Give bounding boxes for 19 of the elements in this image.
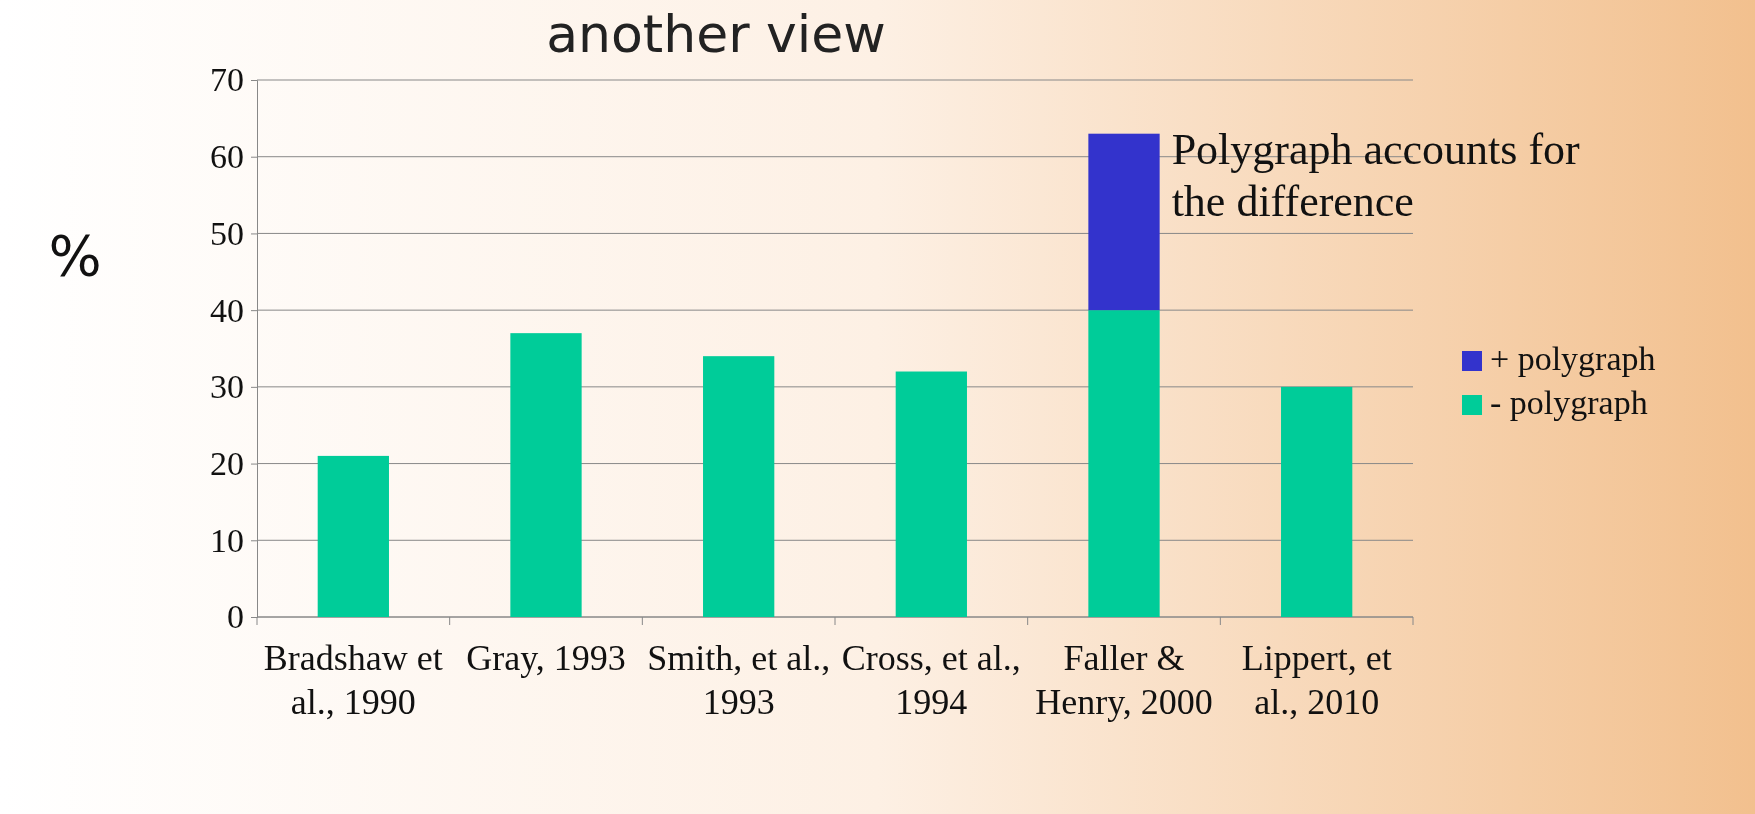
y-tick-label: 20 [210,444,244,482]
y-axis-title: % [48,223,102,288]
legend-label: - polygraph [1490,384,1648,421]
y-tick-label: 40 [210,291,244,329]
y-tick-label: 70 [210,61,244,99]
x-tick-label: Gray, 1993 [466,638,626,678]
y-tick-label: 0 [227,598,244,636]
x-tick-label: Bradshaw et al., 1990 [263,638,443,722]
x-tick-label: Faller & Henry, 2000 [1035,638,1213,722]
y-tick-label: 60 [210,138,244,176]
y-tick-label: 50 [210,214,244,252]
y-tick-label: 30 [210,368,244,406]
legend-label: + polygraph [1490,340,1656,377]
x-tick-label: Cross, et al., 1994 [841,638,1021,722]
annotation: Polygraph accounts for the difference [1171,124,1581,226]
y-tick-label: 10 [210,521,244,559]
x-tick-label: Lippert, et al., 2010 [1241,638,1392,722]
chart-title: another view [546,4,886,64]
x-tick-label: Smith, et al., 1993 [647,638,831,722]
